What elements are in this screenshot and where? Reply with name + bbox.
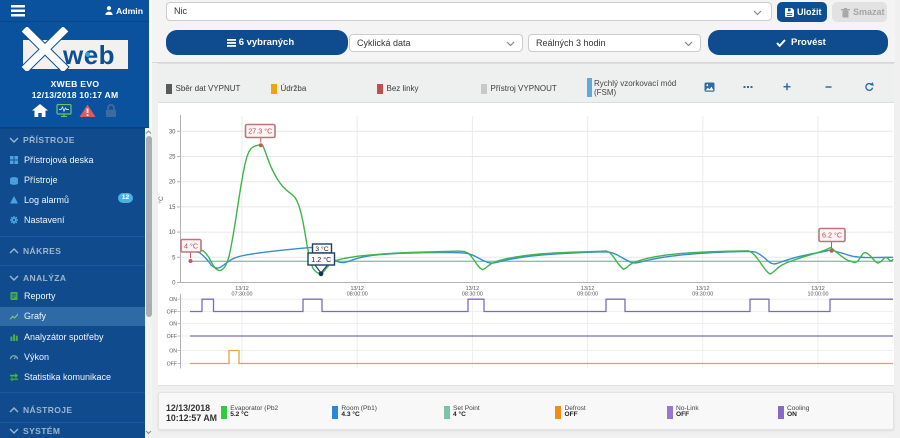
svg-text:13/12: 13/12 [466, 286, 480, 292]
svg-text:20: 20 [169, 180, 176, 186]
svg-text:25: 25 [169, 155, 176, 161]
svg-text:27.3 °C: 27.3 °C [248, 127, 272, 136]
svg-text:13/12: 13/12 [350, 286, 364, 292]
svg-text:15: 15 [169, 205, 176, 211]
svg-text:30: 30 [169, 129, 176, 135]
svg-text:10: 10 [169, 230, 176, 236]
svg-text:OFF: OFF [167, 334, 177, 340]
svg-text:08:00:00: 08:00:00 [347, 292, 368, 298]
svg-text:6.2 °C: 6.2 °C [822, 231, 842, 240]
svg-text:13/12: 13/12 [696, 286, 710, 292]
svg-text:09:00:00: 09:00:00 [577, 292, 598, 298]
svg-text:07:30:00: 07:30:00 [232, 292, 253, 298]
svg-text:°C: °C [158, 196, 165, 204]
svg-text:4 °C: 4 °C [184, 241, 198, 250]
svg-text:OFF: OFF [167, 362, 177, 368]
svg-text:1.2 °C: 1.2 °C [311, 255, 331, 264]
svg-text:08:30:00: 08:30:00 [462, 292, 483, 298]
svg-text:13/12: 13/12 [811, 286, 825, 292]
svg-text:OFF: OFF [167, 310, 177, 316]
svg-text:ON: ON [169, 297, 177, 303]
svg-text:3 °C: 3 °C [315, 245, 328, 253]
svg-text:10:00:00: 10:00:00 [808, 292, 829, 298]
svg-text:ON: ON [169, 349, 177, 355]
svg-text:0: 0 [172, 281, 176, 287]
svg-text:13/12: 13/12 [581, 286, 595, 292]
svg-text:ON: ON [169, 322, 177, 328]
svg-text:09:30:00: 09:30:00 [692, 292, 713, 298]
svg-text:13/12: 13/12 [235, 286, 249, 292]
svg-text:5: 5 [172, 255, 176, 261]
